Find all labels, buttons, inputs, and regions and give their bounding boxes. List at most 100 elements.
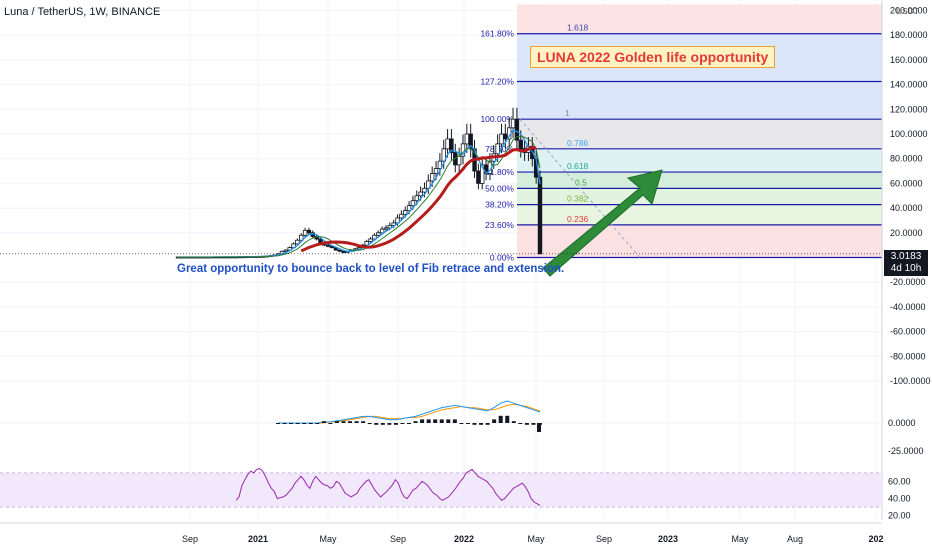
candle-body [325, 244, 331, 247]
time-tick-label: Sep [596, 534, 612, 544]
fib-zone [517, 188, 882, 205]
candle-body [422, 187, 427, 193]
macd-hist-bar [511, 421, 516, 423]
fib-tool-label: 0.5 [575, 177, 587, 187]
bar-countdown: 4d 10h [890, 263, 922, 274]
macd-hist-bar [426, 419, 431, 423]
macd-hist-bar [485, 423, 490, 425]
price-axis: -100.0000 -80.0000 -60.0000 -40.0000 -20.000… [881, 0, 931, 520]
macd-hist-bar [439, 419, 444, 423]
price-tick-label: 200.0000 [890, 6, 928, 16]
current-price: 3.0183 [890, 251, 922, 262]
currency-label: USDT [896, 6, 919, 16]
candle-body [499, 133, 504, 145]
candle-body [406, 205, 412, 211]
macd-hist-bar [498, 415, 503, 423]
candle-body [429, 173, 435, 182]
candle-body [537, 176, 543, 255]
rsi-pane: 60.00 40.00 20.00 [0, 468, 911, 521]
rsi-line [235, 468, 541, 506]
macd-hist-bar [302, 423, 307, 424]
candle-body [302, 229, 308, 236]
macd-hist-bar [531, 423, 536, 425]
macd-hist-bar [518, 423, 523, 424]
macd-pane: 0.0000 -25.0000 [0, 400, 924, 456]
fib-zone [517, 81, 882, 120]
green-arrow [542, 169, 663, 277]
macd-hist-bar [492, 419, 497, 423]
candle-body [418, 191, 423, 197]
price-tick-label: -80.0000 [890, 351, 926, 361]
macd-hist-bar [328, 423, 333, 424]
fib-tool-label: 1.618 [567, 23, 589, 33]
time-axis: Sep 2021 May Sep 2022 May Sep 2023 May Aug 202 [0, 522, 884, 544]
candle-body [391, 222, 396, 226]
time-tick-label: May [527, 534, 545, 544]
fib-zone [517, 172, 882, 189]
candle-body [449, 138, 454, 153]
time-tick-label: 2021 [248, 534, 268, 544]
time-tick-label: 202 [868, 534, 883, 544]
rsi-band [0, 472, 882, 508]
ma-red-line [300, 145, 537, 253]
candle-body [376, 232, 381, 236]
macd-hist-bar [315, 423, 320, 424]
fib-tool-label: 0.382 [567, 194, 589, 204]
price-tick-label: 100.0000 [890, 129, 928, 139]
rsi-tick-label: 40.00 [888, 494, 911, 504]
candle-body [441, 148, 446, 162]
macd-hist-bar [374, 423, 379, 425]
macd-hist-bar [348, 421, 353, 423]
time-tick-label: Aug [787, 534, 803, 544]
golden-annotation: LUNA 2022 Golden life opportunity [530, 46, 776, 68]
price-tick-label: 60.0000 [890, 178, 923, 188]
candle-body [368, 238, 373, 242]
candle-body [403, 210, 408, 215]
macd-hist-bar [407, 423, 411, 424]
candle-body [341, 250, 346, 253]
macd-hist-bar [387, 423, 392, 425]
price-tick-label: 120.0000 [890, 104, 928, 114]
candle-body [414, 195, 419, 202]
fib-tool-label: 0.618 [567, 161, 589, 171]
macd-hist-bar [393, 423, 398, 425]
time-tick-label: 2023 [658, 534, 678, 544]
candle-body [476, 170, 481, 184]
price-tick-label: 180.0000 [890, 30, 928, 40]
candle-body [299, 234, 304, 241]
candle-body [283, 249, 289, 252]
rsi-tick-label: 20.00 [888, 511, 911, 521]
fib-level-label: 23.60% [485, 220, 514, 230]
candle-body [295, 239, 300, 245]
macd-hist-bar [295, 423, 300, 424]
candle-body [480, 164, 485, 184]
candle-body [379, 228, 385, 234]
candle-body [337, 249, 342, 252]
time-tick-label: Sep [182, 534, 198, 544]
moving-averages [178, 129, 541, 258]
fib-level-label: 127.20% [480, 77, 514, 87]
macd-hist-bar [321, 421, 326, 423]
fib-level-label: 100.00% [480, 114, 514, 124]
current-price-tag: 3.0183 4d 10h [884, 250, 928, 276]
candle-body [464, 133, 470, 145]
macd-tick-label: 0.0000 [888, 418, 916, 428]
price-tick-label: -60.0000 [890, 327, 926, 337]
macd-hist-bar [465, 423, 470, 424]
candle-body [456, 155, 462, 166]
macd-tick-label: -25.0000 [888, 446, 924, 456]
candle-body [514, 118, 520, 141]
fib-tool-label: 0.786 [567, 138, 589, 148]
rsi-tick-label: 60.00 [888, 476, 911, 486]
fib-trend-line [519, 118, 641, 258]
price-tick-label: 80.0000 [890, 154, 923, 164]
candle-body [387, 224, 393, 229]
fib-zone [517, 4, 882, 34]
price-tick-label: 140.0000 [890, 80, 928, 90]
fib-level-label: 61.80% [485, 167, 514, 177]
candle-body [510, 118, 516, 129]
candle-body [306, 229, 312, 234]
candle-body [410, 200, 416, 207]
candle-body [399, 213, 404, 219]
